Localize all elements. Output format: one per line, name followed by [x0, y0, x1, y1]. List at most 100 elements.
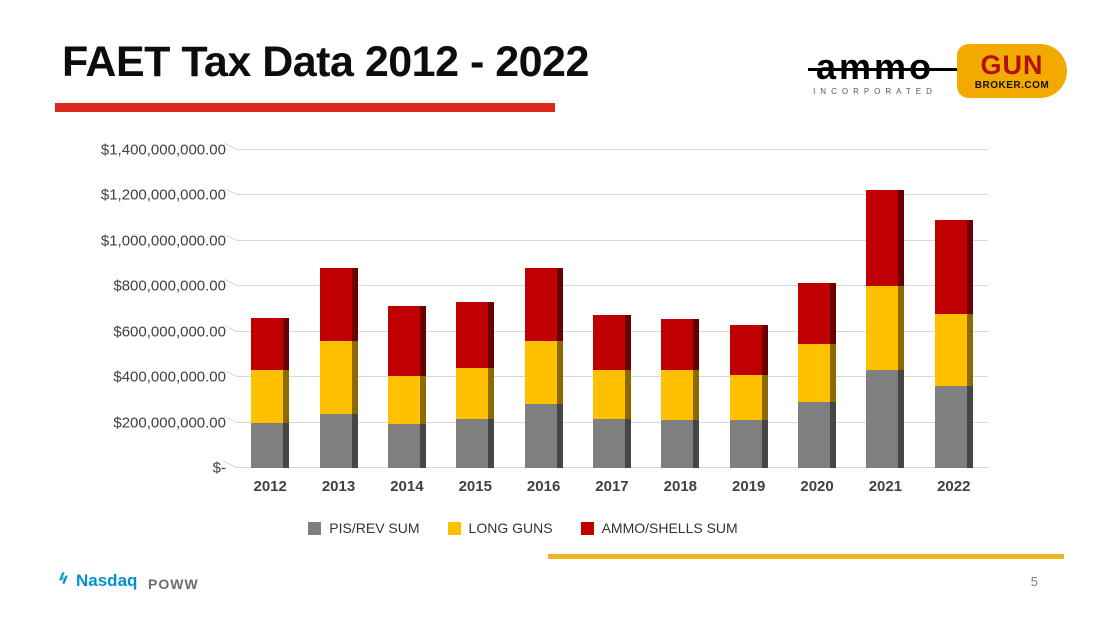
bar-slot-2015	[441, 150, 509, 468]
bar-segment-ammo-shells-sum	[729, 324, 768, 375]
legend-label-pis-rev-sum: PIS/REV SUM	[329, 520, 420, 536]
x-axis-label-2017: 2017	[595, 477, 629, 495]
stacked-bar-2018	[661, 150, 700, 468]
legend-swatch-long-guns	[447, 521, 461, 535]
bar-slot-2021	[851, 150, 919, 468]
gridline	[223, 188, 988, 196]
bar-segment-ammo-shells-sum	[798, 282, 837, 345]
plot-column: 2012 2013 2014 2015 2016 2017 2018 2019 2020 2021…	[223, 142, 988, 504]
ammo-logo-word: ammo	[807, 49, 965, 85]
stacked-bar-2015	[456, 150, 495, 468]
y-axis-tick-label: $600,000,000.00	[113, 323, 226, 341]
gunbroker-broker-text: BROKER.COM	[974, 79, 1050, 91]
title-underline	[55, 103, 555, 112]
faet-tax-chart: $1,400,000,000.00 $1,200,000,000.00 $1,000…	[58, 142, 988, 536]
x-axis-label-2020: 2020	[800, 477, 834, 495]
gridline	[223, 233, 988, 241]
bar-segment-pis-rev-sum	[866, 370, 905, 468]
bar-segment-long-guns	[387, 376, 426, 424]
stacked-bar-2017	[592, 150, 631, 468]
bar-segment-long-guns	[866, 286, 905, 371]
bar-segment-long-guns	[592, 370, 631, 420]
bar-slot-2017	[578, 150, 646, 468]
bar-slot-2020	[783, 150, 851, 468]
x-axis-label-2013: 2013	[321, 477, 356, 495]
bar-segment-pis-rev-sum	[524, 404, 563, 468]
bar-segment-pis-rev-sum	[729, 420, 768, 468]
bar-segment-long-guns	[456, 368, 495, 420]
stacked-bar-2021	[866, 150, 905, 468]
legend-item-pis-rev-sum: PIS/REV SUM	[308, 520, 420, 536]
bar-segment-long-guns	[798, 344, 837, 403]
ammo-logo-strike-line	[807, 68, 965, 72]
stacked-bar-2013	[319, 150, 358, 468]
y-axis-tick-label: $800,000,000.00	[113, 277, 226, 295]
x-axis-label-2022: 2022	[937, 477, 971, 495]
x-axis-label-2014: 2014	[390, 477, 424, 495]
bars-container	[236, 150, 988, 468]
bar-segment-long-guns	[251, 370, 290, 423]
y-axis-tick-label: $1,200,000,000.00	[100, 186, 226, 204]
bar-slot-2014	[373, 150, 441, 468]
footer-gold-line	[548, 554, 1064, 559]
bar-segment-pis-rev-sum	[319, 413, 358, 468]
bar-segment-pis-rev-sum	[661, 420, 700, 468]
legend-label-ammo-shells-sum: AMMO/SHELLS SUM	[601, 520, 738, 536]
stacked-bar-2012	[251, 150, 290, 468]
y-axis-tick-label: $1,400,000,000.00	[100, 141, 226, 159]
gunbroker-gun-text: GUN	[980, 49, 1044, 80]
bar-segment-long-guns	[934, 313, 973, 387]
y-axis: $1,400,000,000.00 $1,200,000,000.00 $1,000…	[58, 142, 236, 477]
legend-label-long-guns: LONG GUNS	[468, 520, 553, 536]
x-axis-label-2019: 2019	[732, 477, 766, 495]
bar-slot-2019	[715, 150, 783, 468]
bar-segment-ammo-shells-sum	[592, 314, 631, 371]
nasdaq-icon	[55, 570, 71, 591]
page-title: FAET Tax Data 2012 - 2022	[62, 38, 589, 86]
bar-segment-pis-rev-sum	[456, 419, 495, 468]
x-axis-label-2016: 2016	[526, 477, 561, 495]
x-axis-label-2015: 2015	[458, 477, 492, 495]
bar-segment-ammo-shells-sum	[524, 268, 563, 341]
legend-swatch-ammo-shells-sum	[580, 521, 594, 535]
ticker-symbol: POWW	[148, 576, 199, 592]
chart-legend: PIS/REV SUM LONG GUNS AMMO/SHELLS SUM	[58, 520, 988, 536]
stacked-bar-2020	[798, 150, 837, 468]
gunbroker-logo: GUN BROKER.COM	[957, 44, 1067, 98]
x-axis: 2012 2013 2014 2015 2016 2017 2018 2019 2020 2021…	[236, 468, 988, 504]
stacked-bar-2016	[524, 150, 563, 468]
bar-slot-2012	[236, 150, 304, 468]
bar-segment-ammo-shells-sum	[661, 319, 700, 371]
stacked-bar-2022	[934, 150, 973, 468]
bar-segment-ammo-shells-sum	[866, 189, 905, 287]
legend-item-ammo-shells-sum: AMMO/SHELLS SUM	[580, 520, 738, 536]
ammo-logo: ammo INCORPORATED	[800, 49, 965, 96]
bar-segment-ammo-shells-sum	[456, 302, 495, 369]
bar-segment-long-guns	[729, 374, 768, 421]
bar-segment-ammo-shells-sum	[934, 220, 973, 314]
bar-segment-pis-rev-sum	[798, 402, 837, 468]
gridline	[223, 279, 988, 287]
nasdaq-wordmark: Nasdaq	[76, 570, 138, 590]
x-axis-label-2012: 2012	[253, 477, 287, 495]
bar-segment-long-guns	[319, 340, 358, 414]
stacked-bar-2014	[387, 150, 426, 468]
bar-segment-ammo-shells-sum	[319, 268, 358, 341]
legend-item-long-guns: LONG GUNS	[447, 520, 553, 536]
x-axis-label-2021: 2021	[868, 477, 903, 495]
y-axis-tick-label: $200,000,000.00	[113, 414, 226, 432]
x-axis-label-2018: 2018	[663, 477, 698, 495]
bar-segment-pis-rev-sum	[387, 423, 426, 468]
y-axis-tick-label: $1,000,000,000.00	[100, 232, 226, 250]
nasdaq-logo: Nasdaq	[55, 570, 137, 591]
legend-swatch-pis-rev-sum	[308, 521, 322, 535]
bar-segment-pis-rev-sum	[251, 422, 290, 468]
page-number: 5	[1030, 574, 1038, 589]
plot-area	[223, 142, 988, 468]
bar-slot-2022	[920, 150, 988, 468]
bar-segment-long-guns	[524, 340, 563, 405]
bar-segment-pis-rev-sum	[592, 419, 631, 468]
chart-row: $1,400,000,000.00 $1,200,000,000.00 $1,000…	[58, 142, 988, 504]
y-axis-tick-label: $400,000,000.00	[113, 368, 226, 386]
bar-slot-2016	[509, 150, 577, 468]
